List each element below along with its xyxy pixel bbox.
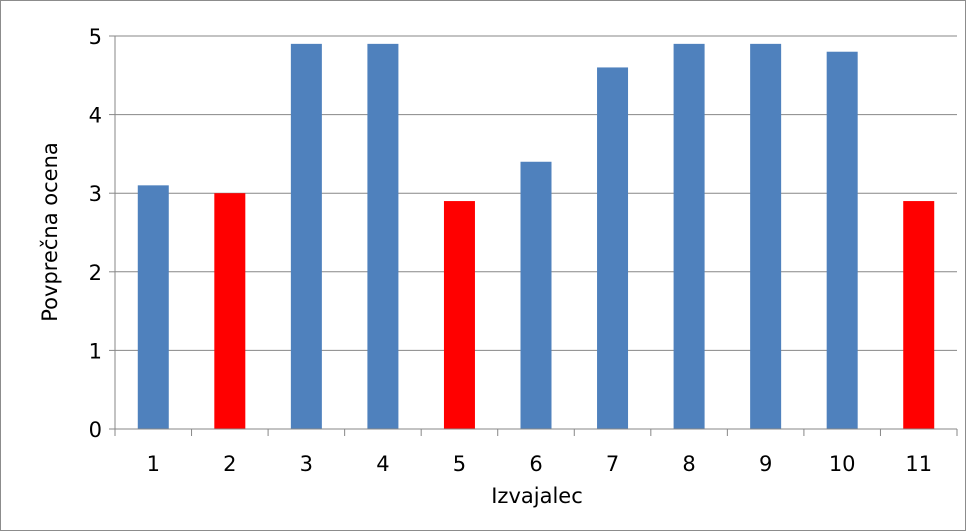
x-tick-label-6: 6 xyxy=(529,452,542,476)
bar-11 xyxy=(903,201,934,429)
x-tick-label-5: 5 xyxy=(453,452,466,476)
y-axis-title: Povprečna ocena xyxy=(38,142,62,322)
y-tick-label-3: 3 xyxy=(89,182,102,206)
y-tick-label-1: 1 xyxy=(89,339,102,363)
bar-5 xyxy=(444,201,475,429)
x-axis-title: Izvajalec xyxy=(491,484,583,508)
y-tick-label-5: 5 xyxy=(89,25,102,49)
x-tick-label-2: 2 xyxy=(223,452,236,476)
y-tick-label-0: 0 xyxy=(89,418,102,442)
x-tick-label-9: 9 xyxy=(759,452,772,476)
x-tick-label-3: 3 xyxy=(300,452,313,476)
bar-3 xyxy=(291,44,322,429)
bar-7 xyxy=(597,67,628,429)
x-tick-label-10: 10 xyxy=(829,452,856,476)
x-tick-label-4: 4 xyxy=(376,452,389,476)
bar-9 xyxy=(750,44,781,429)
x-tick-label-1: 1 xyxy=(147,452,160,476)
bar-1 xyxy=(138,185,169,429)
bar-6 xyxy=(521,162,552,429)
y-tick-label-4: 4 xyxy=(89,104,102,128)
y-tick-label-2: 2 xyxy=(89,261,102,285)
x-tick-label-11: 11 xyxy=(905,452,932,476)
bar-4 xyxy=(367,44,398,429)
bar-10 xyxy=(827,52,858,429)
x-tick-label-8: 8 xyxy=(682,452,695,476)
x-tick-label-7: 7 xyxy=(606,452,619,476)
bar-8 xyxy=(674,44,705,429)
bar-2 xyxy=(214,193,245,429)
bars xyxy=(138,44,934,429)
